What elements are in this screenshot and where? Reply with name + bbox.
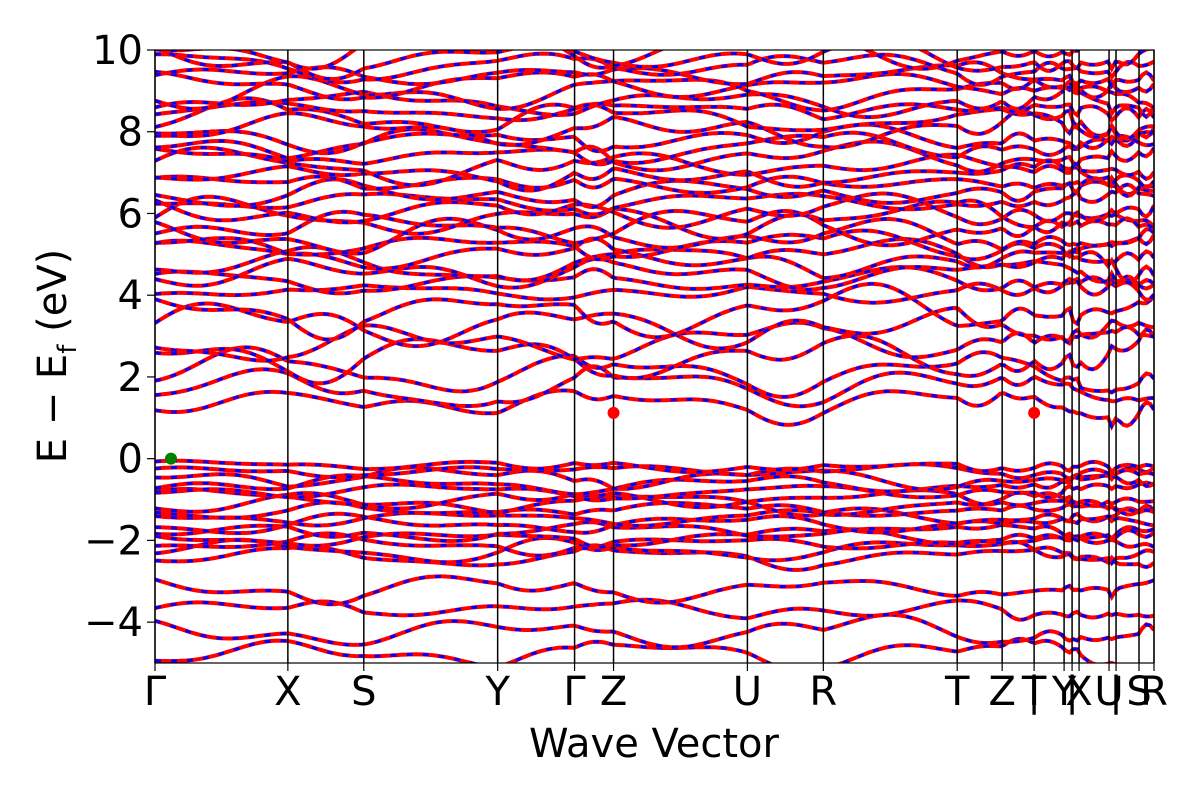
y-tick-label: 10 (92, 28, 143, 74)
vbm-marker (164, 452, 177, 465)
x-tick-label: Z (988, 669, 1015, 715)
x-tick-label: X (1065, 669, 1092, 715)
band-line-spin-up (155, 388, 1154, 431)
y-axis-ticks: 10 8 6 4 2 0 −2 −4 (84, 28, 155, 646)
x-tick-label: R (809, 669, 837, 715)
x-tick-label: S (351, 669, 376, 715)
x-tick-label: Γ (144, 669, 167, 715)
band-line-spin-down (155, 96, 1154, 141)
x-tick-label: Z (600, 669, 627, 715)
x-tick-label: T (1021, 669, 1047, 715)
y-tick-label: −2 (84, 518, 143, 564)
band-line-spin-down (155, 459, 1154, 475)
band-line-spin-up (155, 301, 1154, 351)
x-tick-label: Y (1051, 669, 1077, 715)
x-tick-label: Y (484, 669, 510, 715)
band-line-spin-down (155, 50, 1081, 71)
x-axis-label: Wave Vector (529, 721, 780, 767)
band-extrema-markers (164, 406, 1041, 465)
bands-layer (155, 50, 1154, 663)
band-line-spin-down (155, 257, 1154, 292)
band-line-spin-down (155, 481, 1154, 502)
band-line-spin-up (155, 525, 1154, 550)
cbm-marker (607, 406, 620, 419)
x-tick-label: | (1027, 669, 1040, 715)
y-axis-label: E − Ef (eV) (30, 249, 83, 464)
band-line-spin-down (155, 228, 1154, 261)
y-axis-label-unit: (eV) (30, 249, 76, 345)
cbm-marker (1028, 406, 1041, 419)
band-line-spin-down (155, 345, 1154, 399)
x-tick-label: R (1140, 669, 1168, 715)
band-line-spin-down (155, 282, 1154, 342)
y-tick-label: 8 (118, 110, 143, 156)
x-axis-ticks: Γ X S Y Γ Z U R T Z |T Y|X U| SR (144, 663, 1168, 715)
y-tick-label: 6 (118, 191, 143, 237)
band-line-spin-up (155, 69, 1154, 102)
x-tick-label: | (1065, 669, 1078, 715)
band-line-spin-down (155, 158, 1154, 192)
band-line-spin-up (155, 472, 1154, 497)
band-line-spin-down (155, 574, 1154, 606)
band-line-spin-down (155, 462, 1154, 481)
band-line-spin-down (155, 327, 1154, 385)
band-line-spin-up (155, 264, 1154, 297)
band-line-spin-down (155, 52, 1154, 87)
x-tick-label: U (1094, 669, 1123, 715)
band-line-spin-down (155, 318, 1154, 363)
band-line-spin-up (155, 99, 1154, 124)
x-tick-label: | (1109, 669, 1122, 715)
band-line-spin-up (155, 486, 1154, 511)
band-line-spin-down (155, 192, 1154, 230)
band-line-spin-down (155, 195, 1154, 241)
x-tick-label: U (733, 669, 762, 715)
plot-frame (154, 49, 1155, 664)
band-line-spin-up (155, 612, 1154, 650)
y-tick-label: −4 (84, 600, 143, 646)
band-line-spin-down (155, 74, 1154, 119)
y-tick-label: 4 (118, 273, 143, 319)
band-line-spin-down (155, 245, 1154, 284)
band-line-spin-down (155, 175, 1154, 209)
band-line-spin-down (155, 637, 1116, 663)
band-line-spin-up (155, 182, 1154, 217)
y-axis-label-subscript: f (53, 344, 83, 354)
band-line-spin-down (158, 50, 1154, 81)
band-line-spin-up (155, 174, 1154, 199)
band-line-spin-down (155, 364, 1154, 408)
band-line-spin-down (155, 208, 1154, 247)
band-line-spin-down (155, 127, 1154, 166)
y-tick-label: 2 (118, 355, 143, 401)
x-tick-label: X (274, 669, 301, 715)
x-tick-label: T (944, 669, 970, 715)
band-line-spin-down (155, 146, 1154, 187)
band-line-spin-down (155, 123, 1154, 155)
x-tick-label: Γ (563, 669, 586, 715)
band-line-spin-up (155, 465, 1154, 492)
band-line-spin-up (155, 535, 1154, 567)
band-line-spin-down (155, 217, 1154, 255)
band-line-spin-down (155, 108, 1154, 149)
band-line-spin-down (155, 236, 1154, 271)
band-line-spin-down (155, 139, 1154, 174)
y-axis-label-main: E − E (30, 354, 76, 464)
band-line-spin-down (155, 503, 1154, 528)
y-tick-label: 0 (118, 437, 143, 483)
x-tick-label: S (1126, 669, 1151, 715)
